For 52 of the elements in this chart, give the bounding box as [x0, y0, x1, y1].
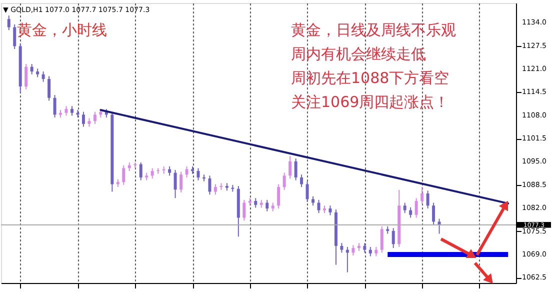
- text: 黄金，小时线: [17, 21, 107, 39]
- candlestick: [438, 218, 441, 234]
- candlestick: [328, 205, 332, 216]
- candlestick: [306, 180, 309, 203]
- candlestick: [168, 166, 172, 176]
- candlestick: [340, 242, 344, 254]
- candlestick: [48, 76, 51, 102]
- candlestick: [420, 186, 424, 204]
- candlestick: [352, 244, 355, 256]
- candlestick: [414, 198, 418, 218]
- candlestick: [426, 190, 430, 209]
- candlestick: [300, 174, 304, 188]
- candlestick: [266, 199, 269, 212]
- candlestick: [70, 106, 74, 116]
- candlestick: [208, 175, 212, 196]
- candlestick: [7, 14, 10, 31]
- candlestick: [64, 106, 68, 116]
- annotation: 周初先在1088下方看空: [291, 69, 450, 87]
- candlestick: [368, 246, 372, 257]
- candlestick: [374, 246, 378, 257]
- candlestick: [392, 228, 395, 249]
- candlestick: [312, 196, 315, 206]
- candlestick: [196, 168, 200, 181]
- candlestick: [150, 168, 154, 179]
- candlestick: [317, 199, 320, 214]
- candlestick: [294, 158, 298, 181]
- candlestick: [42, 70, 45, 82]
- candlestick: [288, 156, 292, 179]
- candlestick: [282, 172, 286, 190]
- candlestick: [380, 226, 384, 254]
- candlestick: [185, 166, 188, 178]
- candlestick: [93, 111, 96, 124]
- candlestick: [242, 199, 246, 222]
- candlestick: [30, 63, 34, 75]
- candlestick: [53, 94, 56, 118]
- candlestick: [122, 164, 126, 186]
- candlestick: [277, 184, 280, 209]
- candlestick: [214, 184, 217, 196]
- candlestick: [403, 202, 406, 214]
- candlestick: [409, 206, 412, 218]
- candlestick: [24, 63, 28, 90]
- candlestick: [254, 198, 258, 208]
- candlestick: [13, 24, 16, 50]
- candlestick: [363, 242, 366, 254]
- annotation: 黄金，日线及周线不乐观: [291, 21, 456, 39]
- candlestick: [82, 111, 85, 128]
- annotation: 周内有机会继续走低: [291, 45, 426, 63]
- candlestick: [174, 169, 177, 199]
- candlestick: [432, 202, 436, 226]
- candlestick: [139, 162, 142, 181]
- candlestick: [180, 171, 183, 193]
- annotation: 关注1069周四起涨点！: [291, 93, 450, 111]
